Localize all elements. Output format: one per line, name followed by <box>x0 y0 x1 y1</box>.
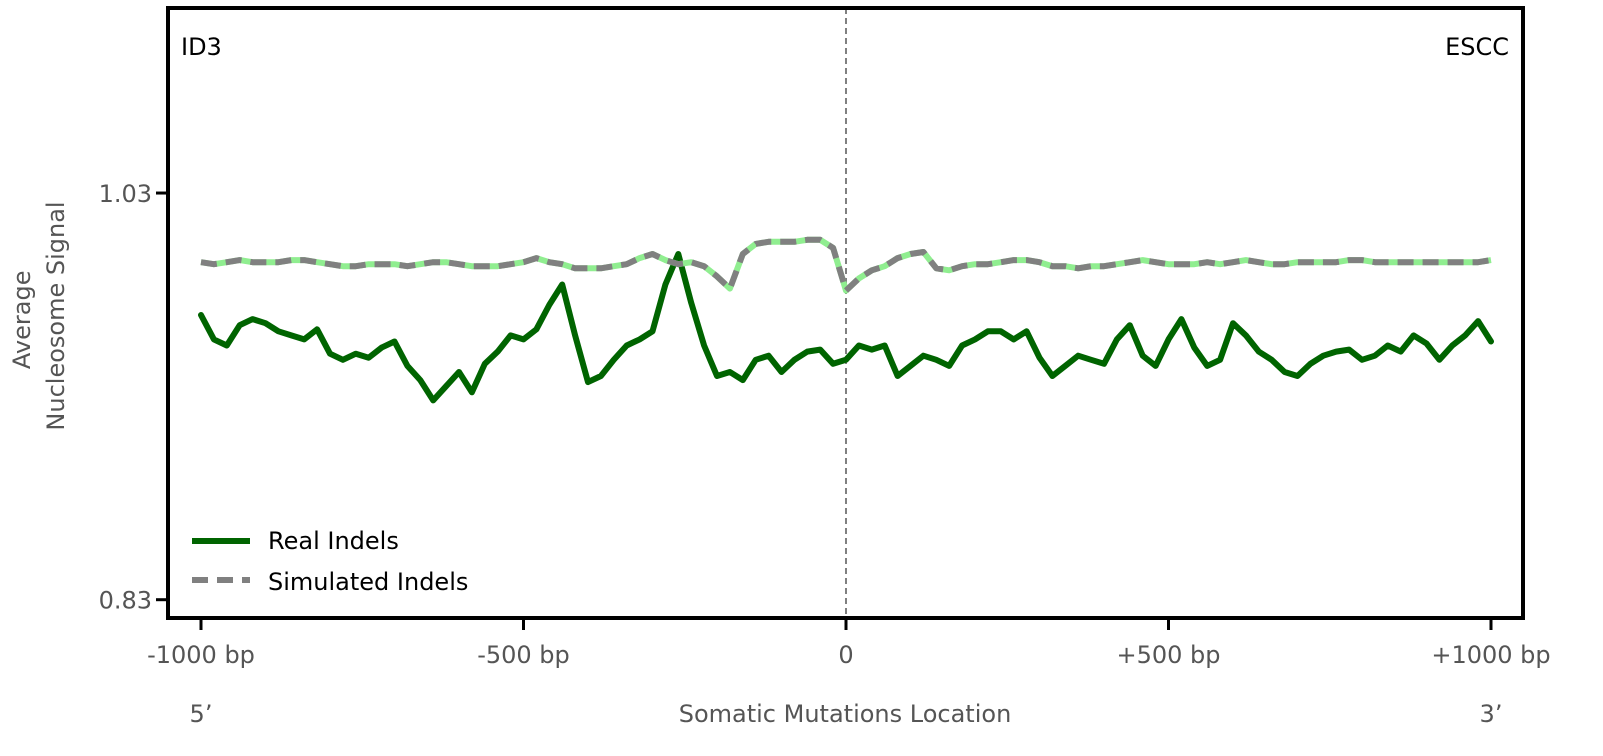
axis-layer: -1000 bp -500 bp 0 +500 bp +1000 bp 1.03 0.83 <box>99 6 1551 669</box>
x-tick-label: +1000 bp <box>1431 641 1550 669</box>
plot-layer <box>168 8 1523 618</box>
y-tick-label: 1.03 <box>99 180 152 208</box>
series-real-indels-line <box>198 251 1494 404</box>
x-axis-title: Somatic Mutations Location <box>679 700 1012 728</box>
x-tick-label: 0 <box>838 641 853 669</box>
y-axis-title-line-1: Average <box>8 271 36 370</box>
corner-label-left: ID3 <box>181 33 222 61</box>
corner-label-right: ESCC <box>1445 33 1509 61</box>
x-tick-label: -1000 bp <box>147 641 255 669</box>
series-simulated-indels-line <box>200 236 1492 294</box>
x-tick-label: +500 bp <box>1116 641 1220 669</box>
legend-label-real: Real Indels <box>268 527 399 555</box>
legend: Real Indels Simulated Indels <box>192 527 468 596</box>
legend-label-simulated: Simulated Indels <box>268 568 468 596</box>
end-label-5prime: 5’ <box>190 700 213 728</box>
x-tick-label: -500 bp <box>477 641 570 669</box>
series-layer <box>198 236 1494 404</box>
y-tick-label: 0.83 <box>99 587 152 615</box>
end-label-3prime: 3’ <box>1480 700 1503 728</box>
y-axis-title-line-2: Nucleosome Signal <box>42 201 70 430</box>
y-axis-title: Average Nucleosome Signal <box>8 201 70 430</box>
